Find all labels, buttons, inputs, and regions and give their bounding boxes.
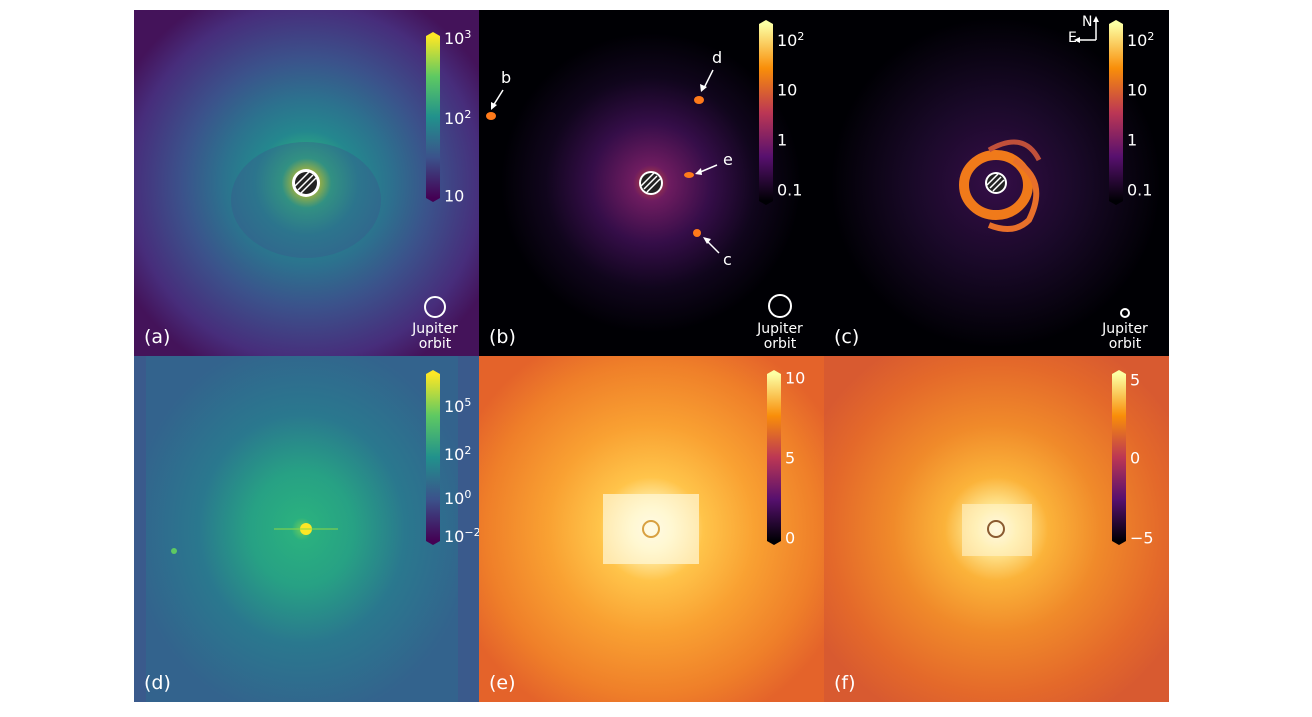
panel-label-e: (e) [489, 672, 516, 694]
panel-e: 10 5 0 (e) [479, 356, 824, 702]
colorbar-f-tick-2: −5 [1130, 528, 1154, 548]
compass-north: N [1082, 14, 1093, 30]
colorbar-b-tick-2: 1 [777, 130, 788, 150]
panel-label-f: (f) [834, 672, 856, 694]
colorbar-c: 102 10 1 0.1 [1109, 20, 1154, 205]
panel-d-image [134, 356, 479, 702]
jupiter-orbit-circle-a [424, 296, 446, 318]
panel-f-image [824, 356, 1169, 702]
colorbar-c-tick-1: 10 [1127, 80, 1148, 100]
panel-label-c: (c) [834, 326, 860, 348]
colorbar-a: 103 102 10 [426, 28, 471, 206]
colorbar-a-tick-2: 10 [444, 186, 465, 206]
colorbar-e-tick-1: 5 [785, 448, 796, 468]
planet-label-e: e [723, 150, 733, 169]
colorbar-b-tick-0: 102 [777, 29, 805, 51]
panel-label-d: (d) [144, 672, 171, 694]
jupiter-orbit-circle-c [1120, 308, 1130, 318]
colorbar-c-tick-0: 102 [1127, 29, 1155, 51]
colorbar-e-tick-0: 10 [785, 368, 806, 388]
colorbar-b-tick-1: 10 [777, 80, 798, 100]
colorbar-f: 5 0 −5 [1112, 370, 1154, 548]
colorbar-d-tick-3: 10−2 [444, 525, 479, 547]
colorbar-c-tick-2: 1 [1127, 130, 1138, 150]
panel-e-image [479, 356, 824, 702]
panel-a-image [134, 10, 479, 356]
jupiter-orbit-circle-b [768, 294, 792, 318]
panel-label-b: (b) [489, 326, 516, 348]
colorbar-e: 10 5 0 [767, 369, 805, 548]
colorbar-a-tick-0: 103 [444, 27, 472, 49]
colorbar-e-tick-2: 0 [785, 528, 796, 548]
colorbar-d: 105 102 100 10−2 [426, 370, 479, 546]
panel-a: 103 102 10 Jupiter orbit (a) [134, 10, 479, 356]
colorbar-c-tick-3: 0.1 [1127, 180, 1153, 200]
colorbar-d-tick-1: 102 [444, 443, 472, 465]
jupiter-orbit-c: Jupiter orbit [1095, 308, 1155, 352]
colorbar-d-tick-2: 100 [444, 487, 472, 509]
compass-east: E [1068, 30, 1077, 46]
figure-grid: 103 102 10 Jupiter orbit (a) [134, 10, 1170, 702]
colorbar-f-tick-1: 0 [1130, 448, 1141, 468]
colorbar-b: 102 10 1 0.1 [759, 20, 804, 205]
colorbar-b-tick-3: 0.1 [777, 180, 803, 200]
colorbar-d-tick-0: 105 [444, 395, 472, 417]
panel-f: 5 0 −5 (f) [824, 356, 1169, 702]
panel-b: b c d e 102 10 1 0.1 Jupiter orbit (b) [479, 10, 824, 356]
planet-label-b: b [501, 68, 512, 87]
colorbar-f-tick-0: 5 [1130, 370, 1141, 390]
jupiter-orbit-a: Jupiter orbit [405, 296, 465, 352]
planet-label-c: c [723, 250, 732, 269]
panel-label-a: (a) [144, 326, 171, 348]
jupiter-orbit-b: Jupiter orbit [750, 294, 810, 352]
planet-label-d: d [712, 48, 723, 67]
panel-c: N E 102 10 1 0.1 Jupiter orbit (c) [824, 10, 1169, 356]
panel-d: 105 102 100 10−2 (d) [134, 356, 479, 702]
colorbar-a-tick-1: 102 [444, 107, 472, 129]
